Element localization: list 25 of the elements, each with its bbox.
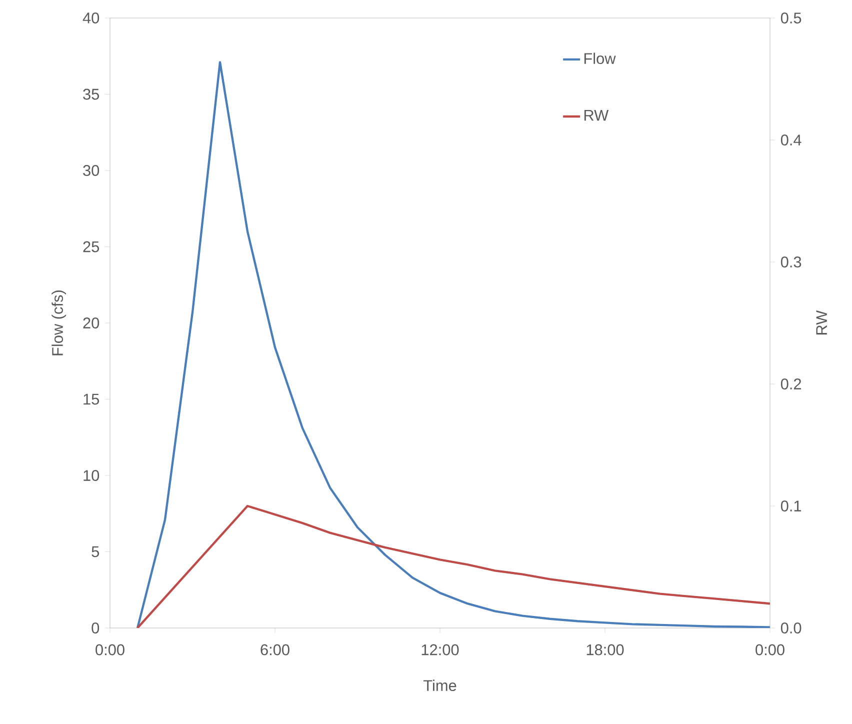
- x-tick-label: 18:00: [586, 644, 624, 656]
- x-axis-title: Time: [423, 680, 456, 692]
- y2-tick-label: 0.5: [780, 12, 802, 24]
- legend-label: Flow: [584, 52, 616, 64]
- x-tick-label: 0:00: [96, 644, 124, 656]
- y-tick-label: 15: [84, 394, 100, 405]
- y-tick-label: 25: [83, 241, 100, 252]
- x-tick-label: 6:00: [260, 644, 290, 656]
- x-tick-label: 12:00: [422, 644, 459, 656]
- y2-tick-label: 0.1: [780, 500, 802, 512]
- legend-label: RW: [584, 110, 609, 121]
- y-tick-label: 20: [83, 318, 100, 328]
- y-axis-title: Flow (cfs): [52, 290, 66, 356]
- x-tick-label: 0:00: [756, 644, 784, 656]
- y-tick-label: 5: [92, 546, 100, 558]
- y-tick-label: 35: [83, 88, 100, 100]
- y-tick-label: 30: [83, 165, 100, 176]
- y2-tick-label: 0.4: [780, 134, 802, 146]
- y-tick-label: 0: [92, 622, 100, 634]
- y2-axis-title: RW: [816, 310, 827, 334]
- y2-tick-label: 0.3: [780, 256, 802, 268]
- y2-tick-label: 0.2: [780, 378, 802, 390]
- y-tick-label: 40: [82, 12, 100, 24]
- y-tick-label: 10: [84, 470, 100, 481]
- y2-tick-label: 0.0: [780, 622, 802, 634]
